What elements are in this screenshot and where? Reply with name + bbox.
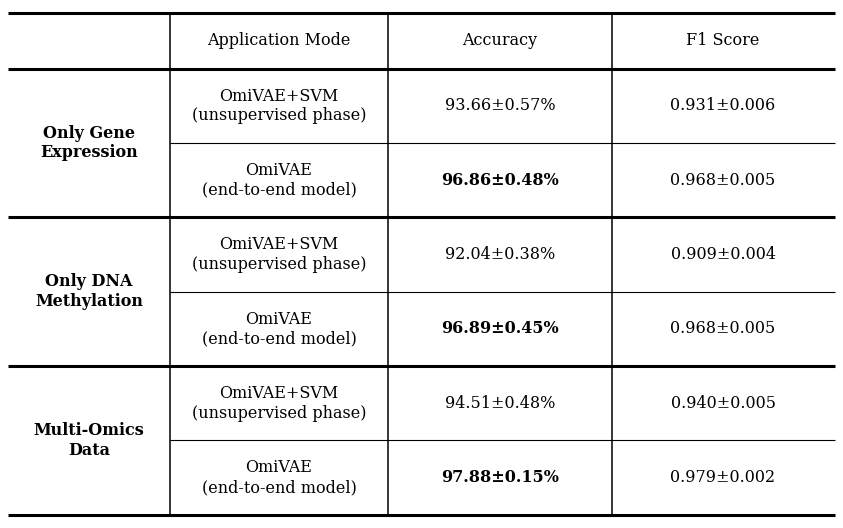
Text: OmiVAE+SVM
(unsupervised phase): OmiVAE+SVM (unsupervised phase) xyxy=(191,385,366,421)
Text: 96.86±0.48%: 96.86±0.48% xyxy=(441,172,559,188)
Text: 0.968±0.005: 0.968±0.005 xyxy=(670,172,776,188)
Text: Accuracy: Accuracy xyxy=(463,32,538,50)
Text: 0.931±0.006: 0.931±0.006 xyxy=(670,97,776,115)
Text: Only Gene
Expression: Only Gene Expression xyxy=(40,125,138,161)
Text: 0.979±0.002: 0.979±0.002 xyxy=(670,469,776,486)
Text: 96.89±0.45%: 96.89±0.45% xyxy=(441,320,559,337)
Text: F1 Score: F1 Score xyxy=(686,32,760,50)
Text: 0.940±0.005: 0.940±0.005 xyxy=(670,395,776,412)
Text: 0.968±0.005: 0.968±0.005 xyxy=(670,320,776,337)
Text: OmiVAE
(end-to-end model): OmiVAE (end-to-end model) xyxy=(201,459,357,496)
Text: 93.66±0.57%: 93.66±0.57% xyxy=(444,97,556,115)
Text: 94.51±0.48%: 94.51±0.48% xyxy=(445,395,556,412)
Text: OmiVAE
(end-to-end model): OmiVAE (end-to-end model) xyxy=(201,162,357,199)
Text: 97.88±0.15%: 97.88±0.15% xyxy=(441,469,559,486)
Text: Only DNA
Methylation: Only DNA Methylation xyxy=(35,274,143,310)
Text: OmiVAE+SVM
(unsupervised phase): OmiVAE+SVM (unsupervised phase) xyxy=(191,88,366,124)
Text: Application Mode: Application Mode xyxy=(207,32,351,50)
Text: Multi-Omics
Data: Multi-Omics Data xyxy=(34,422,144,459)
Text: 92.04±0.38%: 92.04±0.38% xyxy=(445,246,555,263)
Text: OmiVAE+SVM
(unsupervised phase): OmiVAE+SVM (unsupervised phase) xyxy=(191,236,366,273)
Text: OmiVAE
(end-to-end model): OmiVAE (end-to-end model) xyxy=(201,310,357,347)
Text: 0.909±0.004: 0.909±0.004 xyxy=(670,246,776,263)
